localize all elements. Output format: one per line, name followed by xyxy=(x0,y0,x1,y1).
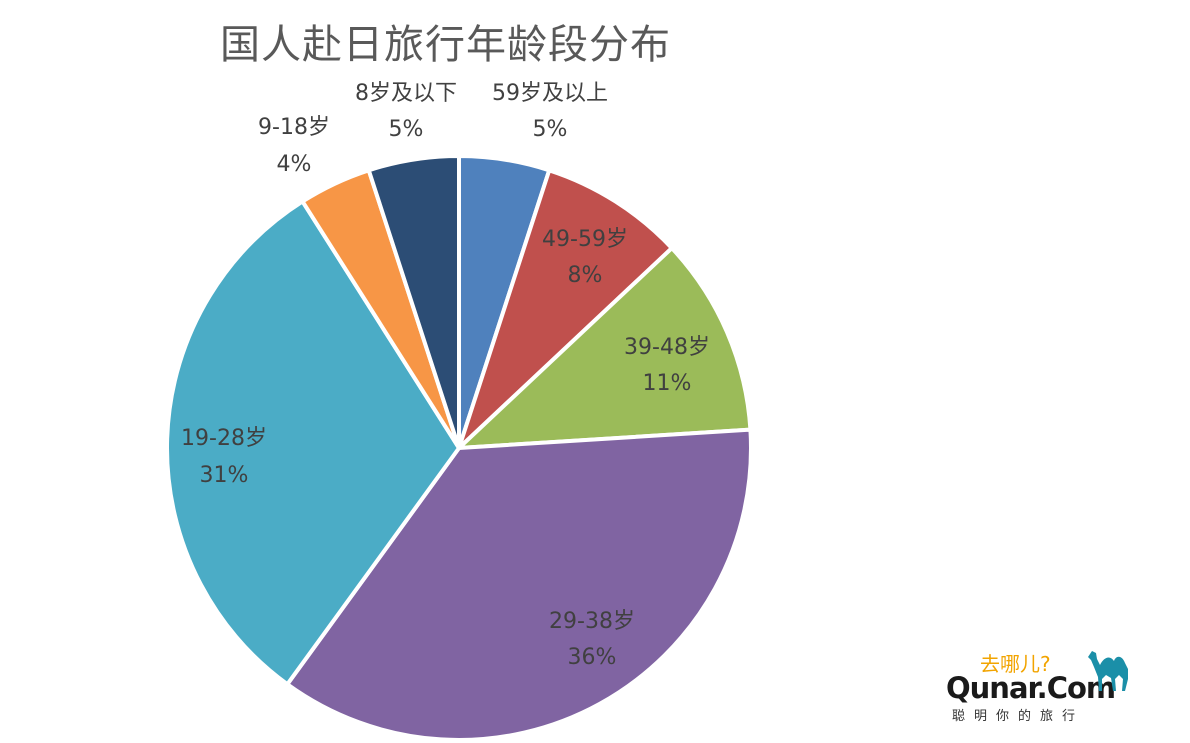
slice-value-label: 5% xyxy=(389,117,424,142)
slice-label: 39-48岁 xyxy=(624,335,710,360)
slice-label: 19-28岁 xyxy=(181,426,267,451)
slice-label: 9-18岁 xyxy=(258,115,330,140)
slice-label: 59岁及以上 xyxy=(492,81,608,106)
slice-value-label: 31% xyxy=(200,463,249,488)
slice-value-label: 11% xyxy=(643,371,692,396)
slice-value-label: 4% xyxy=(277,152,312,177)
camel-icon xyxy=(1088,651,1128,691)
slice-value-label: 8% xyxy=(568,263,603,288)
pie-slice xyxy=(453,245,753,451)
pie-slice xyxy=(457,167,675,450)
logo-tagline: 聪明你的旅行 xyxy=(952,709,1085,724)
pie-slice xyxy=(165,198,462,688)
slice-value-label: 5% xyxy=(533,117,568,142)
slice-label: 8岁及以下 xyxy=(355,81,457,106)
logo-brand: Qunar.Com xyxy=(946,671,1116,705)
slice-label: 49-59岁 xyxy=(542,227,628,252)
qunar-logo: 去哪儿? Qunar.Com 聪明你的旅行 xyxy=(944,645,1144,725)
chart-title: 国人赴日旅行年龄段分布 xyxy=(220,22,671,68)
logo-slogan: 去哪儿? xyxy=(980,652,1051,676)
pie-slice xyxy=(284,427,753,742)
pie-slice xyxy=(366,153,461,449)
slice-value-label: 36% xyxy=(568,645,617,670)
slice-label: 29-38岁 xyxy=(549,609,635,634)
